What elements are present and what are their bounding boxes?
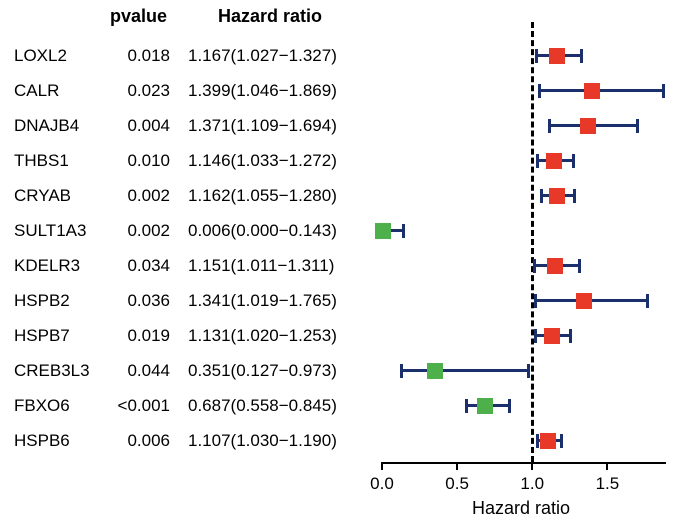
hazard-ratio-text: 1.162(1.055−1.280) <box>188 186 337 206</box>
ci-cap-high <box>662 84 665 98</box>
ci-cap-low <box>533 259 536 273</box>
axis-tick <box>456 462 458 470</box>
ci-cap-low <box>465 399 468 413</box>
hazard-ratio-text: 1.146(1.033−1.272) <box>188 151 337 171</box>
gene-label: FBXO6 <box>14 396 70 416</box>
axis-tick-label: 0.5 <box>439 474 475 494</box>
gene-label: CREB3L3 <box>14 361 90 381</box>
pvalue-cell: 0.019 <box>110 326 170 346</box>
reference-line <box>531 22 534 462</box>
x-axis-title: Hazard ratio <box>472 498 570 519</box>
point-marker <box>427 363 443 379</box>
pvalue-cell: 0.010 <box>110 151 170 171</box>
ci-cap-high <box>569 329 572 343</box>
point-marker <box>584 83 600 99</box>
ci-cap-low <box>536 434 539 448</box>
ci-cap-high <box>578 259 581 273</box>
pvalue-cell: 0.034 <box>110 256 170 276</box>
ci-cap-low <box>536 154 539 168</box>
point-marker <box>549 48 565 64</box>
point-marker <box>549 188 565 204</box>
gene-label: DNAJB4 <box>14 116 79 136</box>
header-pvalue: pvalue <box>110 6 167 27</box>
pvalue-cell: 0.023 <box>110 81 170 101</box>
ci-cap-low <box>534 329 537 343</box>
point-marker <box>576 293 592 309</box>
gene-label: CALR <box>14 81 59 101</box>
ci-cap-high <box>636 119 639 133</box>
hazard-ratio-text: 0.006(0.000−0.143) <box>188 221 337 241</box>
ci-cap-high <box>573 189 576 203</box>
ci-cap-high <box>527 364 530 378</box>
axis-tick <box>606 462 608 470</box>
ci-cap-low <box>534 294 537 308</box>
pvalue-cell: 0.018 <box>110 46 170 66</box>
gene-label: LOXL2 <box>14 46 67 66</box>
pvalue-cell: 0.002 <box>110 221 170 241</box>
ci-cap-low <box>535 49 538 63</box>
pvalue-cell: <0.001 <box>110 396 170 416</box>
point-marker <box>546 153 562 169</box>
point-marker <box>375 223 391 239</box>
point-marker <box>547 258 563 274</box>
ci-cap-high <box>402 224 405 238</box>
ci-cap-high <box>580 49 583 63</box>
point-marker <box>477 398 493 414</box>
ci-cap-low <box>538 84 541 98</box>
gene-label: THBS1 <box>14 151 69 171</box>
axis-tick <box>531 462 533 470</box>
gene-label: KDELR3 <box>14 256 80 276</box>
hazard-ratio-text: 1.167(1.027−1.327) <box>188 46 337 66</box>
hazard-ratio-text: 0.687(0.558−0.845) <box>188 396 337 416</box>
hazard-ratio-text: 1.151(1.011−1.311) <box>188 256 334 276</box>
gene-label: HSPB6 <box>14 431 70 451</box>
gene-label: HSPB2 <box>14 291 70 311</box>
axis-tick-label: 1.5 <box>589 474 625 494</box>
ci-line <box>401 369 528 372</box>
pvalue-cell: 0.036 <box>110 291 170 311</box>
point-marker <box>540 433 556 449</box>
pvalue-cell: 0.044 <box>110 361 170 381</box>
pvalue-cell: 0.004 <box>110 116 170 136</box>
ci-cap-high <box>646 294 649 308</box>
hazard-ratio-text: 0.351(0.127−0.973) <box>188 361 337 381</box>
hazard-ratio-text: 1.131(1.020−1.253) <box>188 326 337 346</box>
ci-cap-high <box>572 154 575 168</box>
forest-plot: pvalue Hazard ratio LOXL2 0.018 1.167(1.027−… <box>0 0 685 522</box>
hazard-ratio-text: 1.399(1.046−1.869) <box>188 81 337 101</box>
x-axis <box>382 462 666 464</box>
point-marker <box>580 118 596 134</box>
axis-tick-label: 0.0 <box>364 474 400 494</box>
ci-cap-low <box>548 119 551 133</box>
gene-label: SULT1A3 <box>14 221 86 241</box>
ci-cap-low <box>540 189 543 203</box>
gene-label: HSPB7 <box>14 326 70 346</box>
axis-tick <box>381 462 383 470</box>
ci-line <box>539 89 663 92</box>
hazard-ratio-text: 1.107(1.030−1.190) <box>188 431 337 451</box>
ci-cap-low <box>400 364 403 378</box>
hazard-ratio-text: 1.341(1.019−1.765) <box>188 291 337 311</box>
axis-tick-label: 1.0 <box>514 474 550 494</box>
header-hazard-ratio: Hazard ratio <box>218 6 322 27</box>
pvalue-cell: 0.006 <box>110 431 170 451</box>
hazard-ratio-text: 1.371(1.109−1.694) <box>188 116 337 136</box>
pvalue-cell: 0.002 <box>110 186 170 206</box>
point-marker <box>544 328 560 344</box>
ci-cap-high <box>560 434 563 448</box>
gene-label: CRYAB <box>14 186 71 206</box>
ci-cap-high <box>508 399 511 413</box>
